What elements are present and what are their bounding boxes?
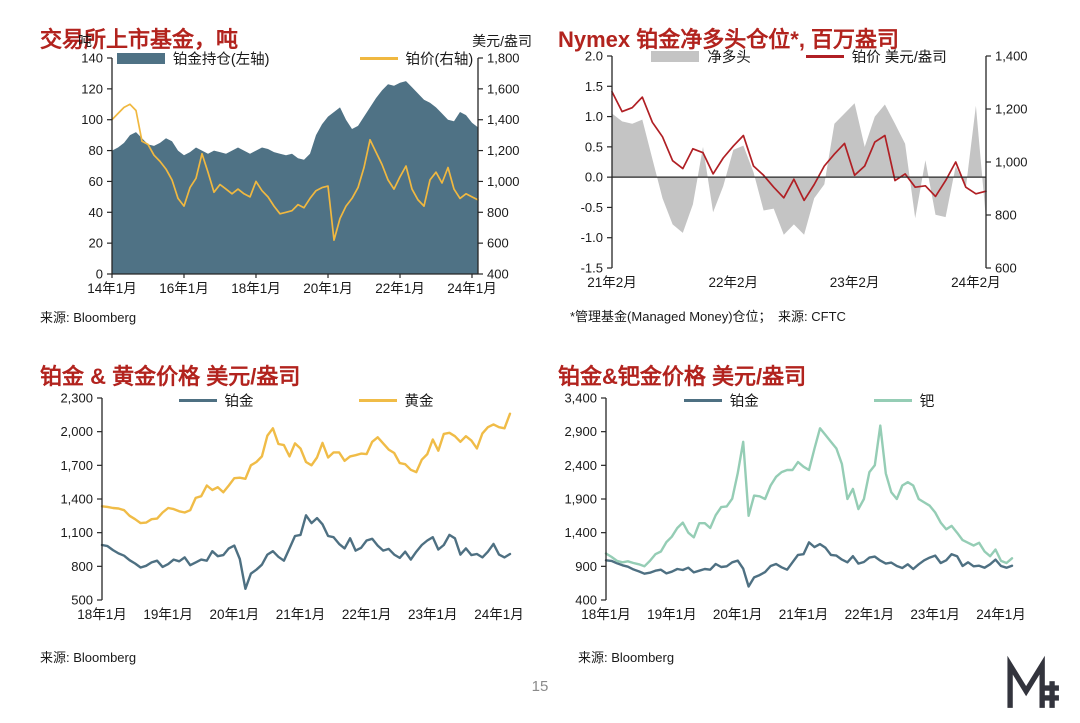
- tick-label: 1,000: [995, 155, 1028, 170]
- tick-label: 20年1月: [210, 607, 260, 622]
- platinum-holdings-area-series: [112, 81, 478, 274]
- tick-label: 1,100: [60, 525, 93, 540]
- right-axis-unit-label: 美元/盎司: [472, 33, 532, 49]
- tick-label: 80: [89, 143, 103, 158]
- tick-label: 900: [575, 559, 597, 574]
- tick-label: 20年1月: [713, 607, 763, 622]
- tick-label: 18年1月: [231, 281, 281, 296]
- tick-label: 22年1月: [845, 607, 895, 622]
- chart-title-etf-holdings: 交易所上市基金，吨: [40, 27, 239, 53]
- tick-label: 20: [89, 236, 103, 251]
- chart-title-platinum-palladium: 铂金&钯金价格 美元/盎司: [558, 364, 807, 390]
- tick-label: 1,900: [564, 492, 597, 507]
- palladium-line-series: [604, 424, 1014, 568]
- tick-label: 18年1月: [581, 607, 631, 622]
- tick-label: 23年1月: [910, 607, 960, 622]
- net-long-area-series: [612, 103, 986, 235]
- mf-logo-icon: [1007, 655, 1059, 708]
- tick-label: 16年1月: [159, 281, 209, 296]
- tick-label: 21年2月: [587, 275, 637, 290]
- tick-label: 14年1月: [87, 281, 137, 296]
- tick-label: 1,600: [487, 81, 520, 96]
- tick-label: 120: [81, 81, 103, 96]
- tick-label: 400: [575, 593, 597, 608]
- tick-label: 24年1月: [474, 607, 524, 622]
- source-note-bloomberg: 来源: Bloomberg: [40, 310, 137, 325]
- tick-label: -1.5: [581, 261, 603, 276]
- tick-label: 1,800: [487, 51, 520, 66]
- tick-label: 18年1月: [77, 607, 127, 622]
- tick-label: 2.0: [585, 49, 603, 64]
- source-note-bloomberg: 来源: Bloomberg: [578, 650, 675, 665]
- tick-label: 0.5: [585, 139, 603, 154]
- tick-label: 20年1月: [303, 281, 353, 296]
- nymex-net-long-chart: -1.5 -1.0 -0.5 0.0 0.5 1.0 1.5 2.0 600 800 1,000 1,…: [556, 28, 1060, 312]
- tick-label: 1.5: [585, 79, 603, 94]
- tick-label: 500: [71, 593, 93, 608]
- tick-label: 1,000: [487, 174, 520, 189]
- tick-label: 2,400: [564, 458, 597, 473]
- tick-label: 2,000: [60, 424, 93, 439]
- tick-label: 600: [487, 236, 509, 251]
- chart-canvas: -1.5 -1.0 -0.5 0.0 0.5 1.0 1.5 2.0 600 800 1,000 1,…: [581, 49, 1028, 291]
- chart-canvas: 500 800 1,100 1,400 1,700 2,000 2,300 18年1月 19年1…: [60, 391, 524, 623]
- chart-canvas: 400 900 1,400 1,900 2,400 2,900 3,400 18年1月 19年1…: [564, 391, 1026, 623]
- tick-label: 600: [995, 261, 1017, 276]
- platinum-price-line-series: [611, 90, 987, 202]
- tick-label: 2,300: [60, 391, 93, 406]
- platinum-gold-chart: 500 800 1,100 1,400 1,700 2,000 2,300 18年1月 19年1…: [38, 372, 532, 644]
- page-number: 15: [531, 678, 549, 695]
- tick-label: 2,900: [564, 424, 597, 439]
- tick-label: 1.0: [585, 109, 603, 124]
- tick-label: 800: [487, 205, 509, 220]
- etf-holdings-chart: 0 20 40 60 80 100 120 140 400 600 800 1,000 1,200 1,4…: [38, 28, 530, 312]
- tick-label: 19年1月: [647, 607, 697, 622]
- gold-line-series: [100, 412, 512, 525]
- tick-label: 1,400: [60, 492, 93, 507]
- tick-label: 40: [89, 205, 103, 220]
- tick-label: 1,400: [995, 49, 1028, 64]
- chart-canvas: 0 20 40 60 80 100 120 140 400 600 800 1,000 1,200 1,4…: [81, 51, 520, 297]
- tick-label: 19年1月: [143, 607, 193, 622]
- tick-label: 21年1月: [779, 607, 829, 622]
- platinum-line-series: [100, 514, 512, 591]
- platinum-price-line-series: [111, 103, 479, 241]
- tick-label: 0: [96, 267, 103, 282]
- tick-label: 24年1月: [976, 607, 1026, 622]
- tick-label: 23年2月: [830, 275, 880, 290]
- tick-label: 1,200: [487, 143, 520, 158]
- tick-label: 1,200: [995, 102, 1028, 117]
- tick-label: 22年1月: [342, 607, 392, 622]
- tick-label: 22年1月: [375, 281, 425, 296]
- left-axis-unit-label: 吨: [78, 33, 92, 49]
- tick-label: 400: [487, 267, 509, 282]
- platinum-palladium-chart: 400 900 1,400 1,900 2,400 2,900 3,400 18年1月 19年1…: [556, 372, 1060, 644]
- tick-label: 0.0: [585, 170, 603, 185]
- tick-label: -1.0: [581, 230, 603, 245]
- tick-label: 3,400: [564, 391, 597, 406]
- tick-label: 1,400: [564, 525, 597, 540]
- tick-label: 140: [81, 51, 103, 66]
- tick-label: 1,700: [60, 458, 93, 473]
- source-note-bloomberg: 来源: Bloomberg: [40, 650, 137, 665]
- chart-title-platinum-gold: 铂金 & 黄金价格 美元/盎司: [40, 364, 301, 390]
- tick-label: 22年2月: [709, 275, 759, 290]
- chart-title-nymex-net-long: Nymex 铂金净多头仓位*, 百万盎司: [558, 27, 900, 53]
- tick-label: 1,400: [487, 112, 520, 127]
- tick-label: 60: [89, 174, 103, 189]
- platinum-line-series: [604, 541, 1014, 588]
- footnote-cftc: *管理基金(Managed Money)仓位； 来源: CFTC: [570, 309, 846, 324]
- tick-label: 24年1月: [447, 281, 497, 296]
- tick-label: -0.5: [581, 200, 603, 215]
- tick-label: 21年1月: [276, 607, 326, 622]
- tick-label: 100: [81, 112, 103, 127]
- tick-label: 23年1月: [408, 607, 458, 622]
- tick-label: 800: [995, 208, 1017, 223]
- tick-label: 24年2月: [951, 275, 1001, 290]
- tick-label: 800: [71, 559, 93, 574]
